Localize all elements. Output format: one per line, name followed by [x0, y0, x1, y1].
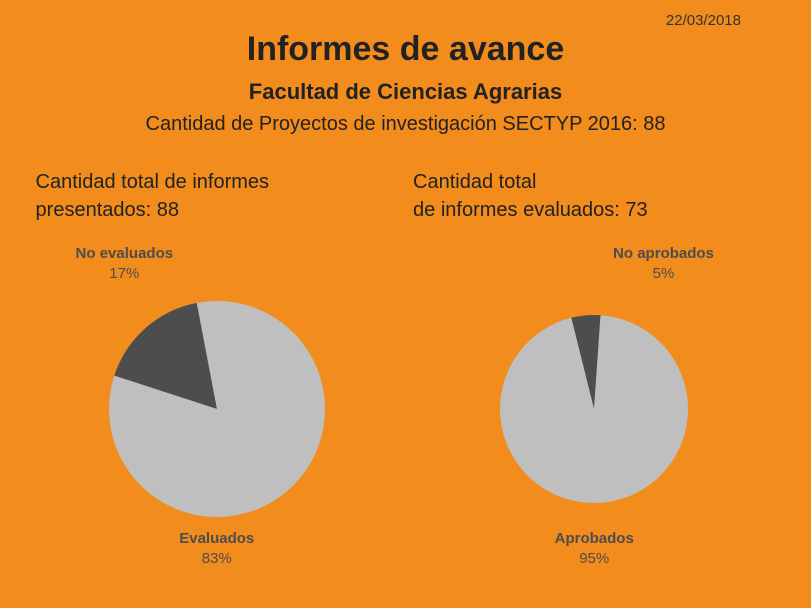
- chart-left-header-line2: presentados: 88: [36, 199, 179, 221]
- report-subtext: Cantidad de Proyectos de investigación S…: [0, 113, 811, 136]
- left-label-evaluados: Evaluados83%: [137, 529, 297, 568]
- right-label-no-aprobados: No aprobados5%: [613, 244, 714, 283]
- report-canvas: 22/03/2018 Informes de avance Facultad d…: [0, 0, 811, 608]
- right-label-aprobados: Aprobados95%: [514, 529, 674, 568]
- report-date: 22/03/2018: [666, 12, 741, 29]
- chart-right: Cantidad total de informes evaluados: 73…: [413, 168, 775, 574]
- pie-left-wrap: No evaluados17% Evaluados83%: [36, 234, 398, 574]
- right-pie-chart: [414, 234, 774, 574]
- charts-row: Cantidad total de informes presentados: …: [0, 168, 811, 574]
- report-title: Informes de avance: [0, 30, 811, 69]
- chart-right-header-line2: de informes evaluados: 73: [413, 199, 648, 221]
- pie-right-wrap: No aprobados5% Aprobados95%: [413, 234, 775, 574]
- left-pie-chart: [37, 234, 397, 574]
- chart-right-header: Cantidad total de informes evaluados: 73: [413, 168, 775, 226]
- chart-left-header-line1: Cantidad total de informes: [36, 171, 269, 193]
- left-label-no-evaluados: No evaluados17%: [76, 244, 174, 283]
- report-subtitle: Facultad de Ciencias Agrarias: [0, 79, 811, 105]
- chart-right-header-line1: Cantidad total: [413, 171, 536, 193]
- chart-left-header: Cantidad total de informes presentados: …: [36, 168, 398, 226]
- chart-left: Cantidad total de informes presentados: …: [36, 168, 398, 574]
